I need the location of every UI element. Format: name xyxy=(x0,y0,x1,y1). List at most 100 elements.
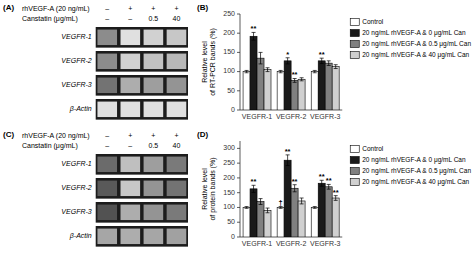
error-bar xyxy=(252,185,256,192)
error-bar xyxy=(334,65,338,69)
y-axis xyxy=(240,141,241,237)
gel-band xyxy=(144,102,164,117)
bar xyxy=(318,61,325,110)
error-bar xyxy=(313,70,317,72)
bar xyxy=(325,63,332,110)
gel-band xyxy=(121,30,141,45)
row-label: VEGFR-1 xyxy=(61,160,91,167)
header-value: – xyxy=(105,15,109,22)
significance-mark: ** xyxy=(292,177,298,186)
gel-band xyxy=(97,205,117,220)
y-tick xyxy=(237,14,240,15)
y-tick xyxy=(237,163,240,164)
x-tick-label: VEGFR-1 xyxy=(242,240,272,247)
error-bar xyxy=(300,198,304,204)
header-value: 40 xyxy=(173,15,181,22)
bar xyxy=(257,58,264,110)
row-label: β-Actin xyxy=(69,105,92,113)
significance-mark: * xyxy=(286,50,289,59)
y-tick xyxy=(237,71,240,72)
legend-swatch xyxy=(350,52,359,59)
gel-strip xyxy=(96,178,188,199)
significance-mark: ** xyxy=(251,177,257,186)
header-value: + xyxy=(151,5,155,12)
row-label: VEGFR-3 xyxy=(61,208,91,215)
y-tick-label: 50 xyxy=(227,218,235,225)
legend-swatch xyxy=(350,179,359,186)
bar xyxy=(298,79,305,110)
y-tick-label: 100 xyxy=(223,67,235,74)
legend-swatch xyxy=(350,30,359,37)
figure: (A) rhVEGF-A (20 ng/mL) Canstatin (μg/mL) –… xyxy=(0,0,474,254)
bar xyxy=(298,201,305,237)
header-value: – xyxy=(105,132,109,139)
error-bar xyxy=(259,52,263,64)
legend: Control20 ng/mL rhVEGF-A & 0 μg/mL Can20… xyxy=(350,18,471,59)
error-bar xyxy=(245,70,249,72)
y-tick-label: 50 xyxy=(227,87,235,94)
gel-band xyxy=(97,181,117,196)
gel-band xyxy=(167,102,187,117)
y-axis-label: of protein bands (%) xyxy=(209,157,217,220)
y-tick xyxy=(237,237,240,238)
plot-area xyxy=(243,32,339,110)
bar xyxy=(311,207,318,237)
legend-label: 20 ng/mL rhVEGF-A & 40 μg/mL Can xyxy=(362,178,469,186)
gel-band xyxy=(144,54,164,69)
bar xyxy=(264,210,271,237)
gel-strip xyxy=(96,51,188,72)
y-tick-label: 200 xyxy=(223,174,235,181)
header-value: 40 xyxy=(173,142,181,149)
bar xyxy=(291,80,298,110)
y-tick xyxy=(237,33,240,34)
panel-label: (A) xyxy=(3,3,14,12)
gel-band xyxy=(121,229,141,244)
row-label: VEGFR-2 xyxy=(61,184,91,191)
y-axis-label: Relative level xyxy=(201,41,208,83)
significance-mark: ** xyxy=(251,24,257,33)
significance-mark: ** xyxy=(319,172,325,181)
header-value: – xyxy=(105,5,109,12)
header-label: Canstatin (μg/mL) xyxy=(22,142,78,150)
error-bar xyxy=(320,58,324,63)
legend-swatch xyxy=(350,19,359,26)
row-label: β-Actin xyxy=(69,232,92,240)
error-bar xyxy=(286,155,290,166)
bar xyxy=(318,183,325,237)
bar xyxy=(264,70,271,110)
error-bar xyxy=(286,58,290,64)
significance-mark: † xyxy=(279,198,283,207)
error-bar xyxy=(300,78,304,81)
panel: (D)Control20 ng/mL rhVEGF-A & 0 μg/mL Ca… xyxy=(197,130,471,247)
gel-band xyxy=(121,54,141,69)
gel-band xyxy=(144,78,164,93)
gel-band xyxy=(97,78,117,93)
gel-band xyxy=(121,205,141,220)
gel-band xyxy=(167,229,187,244)
y-tick xyxy=(237,207,240,208)
y-tick xyxy=(237,90,240,91)
gel-band xyxy=(121,102,141,117)
y-axis xyxy=(240,14,241,110)
gel-band xyxy=(144,229,164,244)
legend-label: Control xyxy=(362,145,384,152)
header-value: – xyxy=(105,142,109,149)
error-bar xyxy=(245,207,249,209)
header-value: – xyxy=(128,15,132,22)
header-value: + xyxy=(128,132,132,139)
y-tick-label: 300 xyxy=(223,144,235,151)
header-label: rhVEGF-A (20 ng/mL) xyxy=(22,5,90,13)
legend-label: 20 ng/mL rhVEGF-A & 0 μg/mL Can xyxy=(362,29,466,37)
y-tick xyxy=(237,222,240,223)
legend-label: 20 ng/mL rhVEGF-A & 0 μg/mL Can xyxy=(362,156,466,164)
bar xyxy=(277,207,284,237)
gel-band xyxy=(144,181,164,196)
y-axis-label: Relative level xyxy=(201,168,208,210)
legend-swatch xyxy=(350,168,359,175)
error-bar xyxy=(313,207,317,209)
error-bar xyxy=(327,61,331,66)
row-label: VEGFR-2 xyxy=(61,57,91,64)
gel-strip xyxy=(96,226,188,247)
y-tick-label: 0 xyxy=(231,233,235,240)
panel-label: (C) xyxy=(3,130,14,139)
